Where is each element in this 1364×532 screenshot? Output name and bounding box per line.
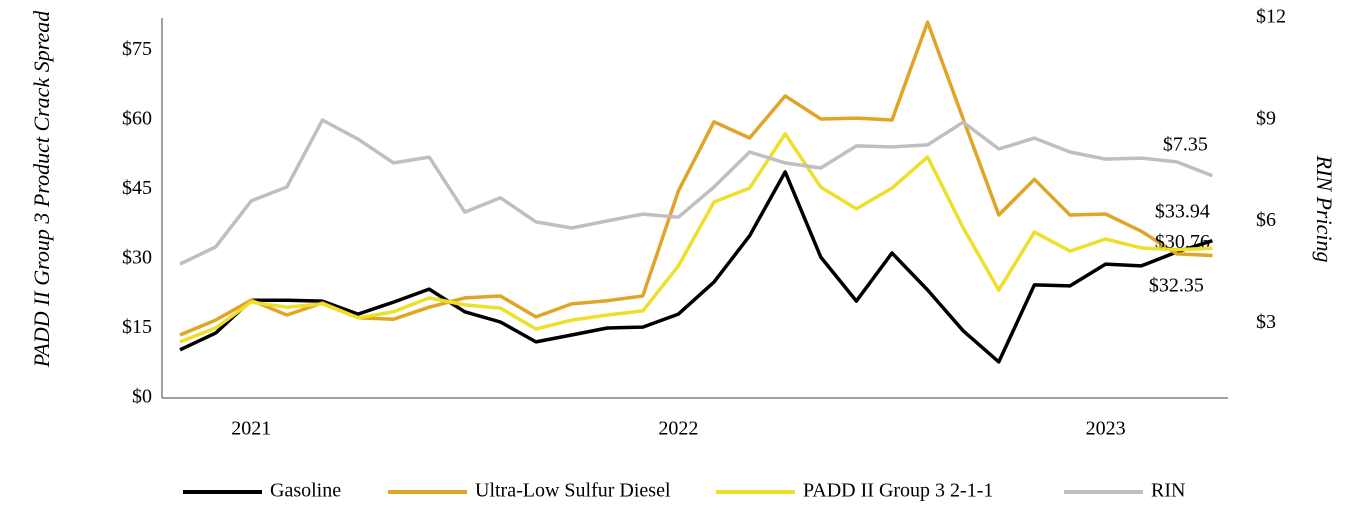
y-tick-label: $60 bbox=[122, 108, 152, 130]
y-axis-title: PADD II Group 3 Product Crack Spread bbox=[29, 10, 54, 368]
x-tick-label: 2023 bbox=[1086, 418, 1126, 440]
y2-tick-label: $3 bbox=[1256, 311, 1276, 333]
y-tick-label: $15 bbox=[122, 316, 152, 338]
value-label: $32.35 bbox=[1149, 275, 1204, 297]
legend-label: PADD II Group 3 2-1-1 bbox=[803, 480, 993, 502]
series-line bbox=[179, 118, 1214, 266]
legend-label: Gasoline bbox=[270, 480, 341, 502]
series-line bbox=[179, 132, 1213, 344]
series-line bbox=[179, 20, 1213, 337]
y-tick-label: $75 bbox=[122, 38, 152, 60]
value-label: $7.35 bbox=[1163, 133, 1208, 155]
x-tick-label: 2022 bbox=[658, 418, 698, 440]
legend-label: RIN bbox=[1151, 480, 1185, 502]
legend-label: Ultra-Low Sulfur Diesel bbox=[475, 480, 671, 502]
y2-tick-label: $6 bbox=[1256, 209, 1276, 231]
y2-axis-title: RIN Pricing bbox=[1312, 155, 1337, 263]
series-line bbox=[179, 170, 1213, 364]
value-label: $33.94 bbox=[1155, 200, 1210, 222]
y2-tick-label: $9 bbox=[1256, 107, 1276, 129]
y-tick-label: $45 bbox=[122, 177, 152, 199]
y-tick-label: $0 bbox=[132, 386, 152, 408]
y-tick-label: $30 bbox=[122, 247, 152, 269]
y2-tick-label: $12 bbox=[1256, 6, 1286, 28]
x-tick-label: 2021 bbox=[231, 418, 271, 440]
